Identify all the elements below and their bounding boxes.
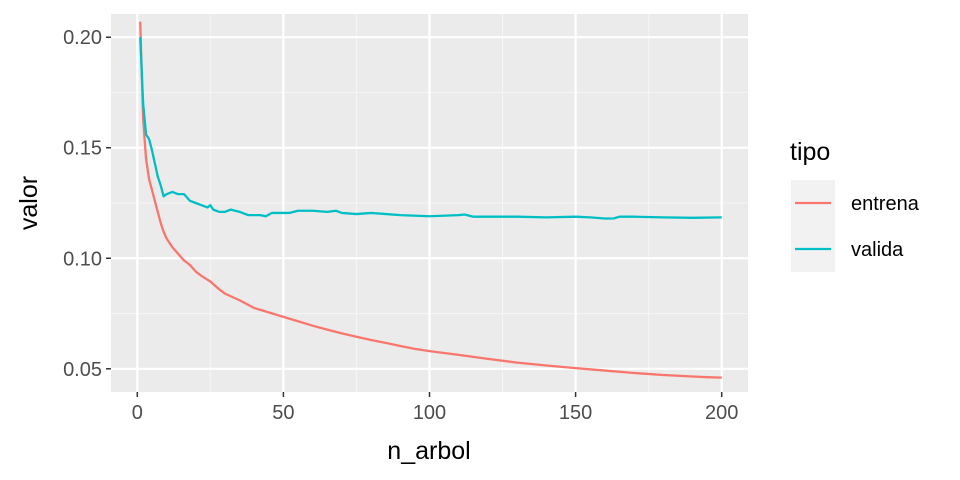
y-tick-label: 0.05 xyxy=(63,359,102,381)
x-axis-ticks: 0 50 100 150 200 xyxy=(132,392,738,424)
major-gridlines xyxy=(111,14,748,392)
y-tick-label: 0.15 xyxy=(63,138,102,160)
y-axis-ticks: 0.05 0.10 0.15 0.20 xyxy=(63,27,111,381)
series-line-valida xyxy=(139,37,722,220)
legend-title: tipo xyxy=(790,138,830,166)
series-lines xyxy=(139,21,722,379)
y-axis-title: valor xyxy=(15,176,43,230)
x-tick-label: 0 xyxy=(132,402,143,424)
legend-items: entrena valida xyxy=(791,180,920,272)
legend-label-valida: valida xyxy=(851,239,904,261)
legend: tipo entrena valida xyxy=(790,138,920,272)
x-tick-label: 100 xyxy=(413,402,446,424)
x-tick-label: 150 xyxy=(559,402,592,424)
y-tick-label: 0.10 xyxy=(63,248,102,270)
legend-label-entrena: entrena xyxy=(851,193,920,215)
x-tick-label: 50 xyxy=(272,402,294,424)
x-axis-title: n_arbol xyxy=(387,437,470,465)
y-tick-label: 0.20 xyxy=(63,27,102,49)
x-tick-label: 200 xyxy=(705,402,738,424)
series-line-entrena xyxy=(139,21,722,379)
